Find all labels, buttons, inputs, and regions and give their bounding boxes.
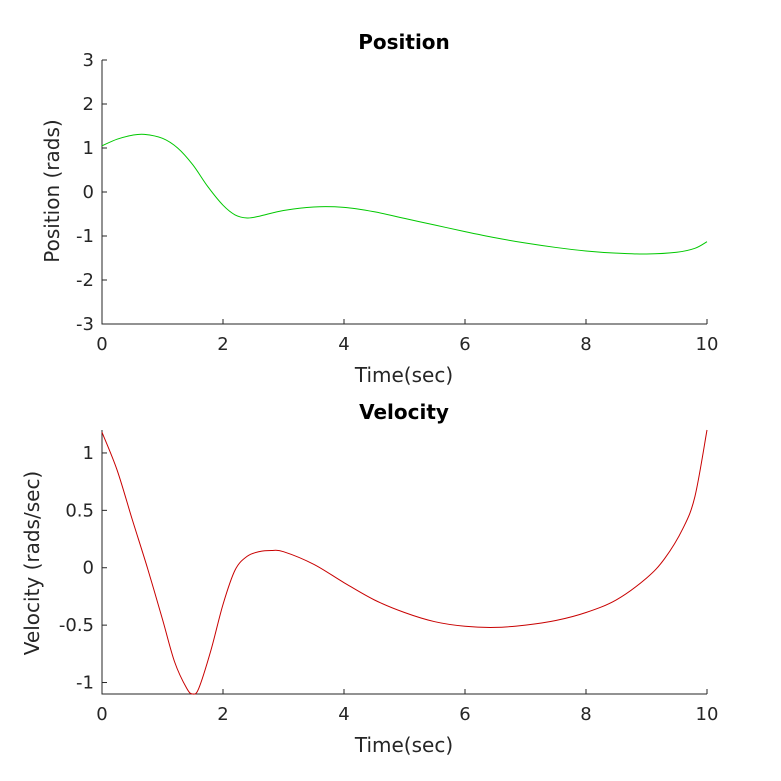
velocity-axes: [101, 430, 707, 695]
position-y-tick-label: -3: [76, 314, 94, 335]
position-x-tick-label: 0: [96, 334, 107, 355]
position-y-tick-label: 3: [83, 50, 94, 71]
position-y-tick-label: -1: [76, 226, 94, 247]
velocity-x-tick-label: 4: [338, 704, 349, 725]
velocity-x-label: Time(sec): [354, 733, 453, 757]
position-x-tick-label: 4: [338, 334, 349, 355]
velocity-y-tick-label: 0: [83, 558, 94, 579]
velocity-x-tick-label: 6: [459, 704, 470, 725]
position-title: Position: [358, 30, 450, 54]
velocity-y-tick-label: 0.5: [65, 500, 94, 521]
position-y-tick-label: -2: [76, 270, 94, 291]
position-x-tick-label: 8: [580, 334, 591, 355]
position-y-tick-label: 0: [83, 182, 94, 203]
velocity-series-line: [101, 429, 708, 695]
velocity-plot: Velocity 1 0.5 0 -0.5 -1 0 2 4 6 8 10 Time(sec) V…: [20, 400, 718, 757]
velocity-y-tick-label: -0.5: [59, 615, 94, 636]
velocity-y-tick-label: 1: [83, 443, 94, 464]
velocity-x-tick-label: 8: [580, 704, 591, 725]
position-x-tick-label: 10: [696, 334, 719, 355]
position-y-tick-label: 1: [83, 138, 94, 159]
velocity-x-tick-label: 2: [217, 704, 228, 725]
velocity-x-tick-label: 0: [96, 704, 107, 725]
velocity-x-tick-label: 10: [696, 704, 719, 725]
position-y-label: Position (rads): [40, 119, 64, 262]
position-y-ticks: 3 2 1 0 -1 -2 -3: [76, 50, 107, 335]
position-x-tick-label: 2: [217, 334, 228, 355]
position-y-tick-label: 2: [83, 94, 94, 115]
position-x-label: Time(sec): [354, 363, 453, 387]
velocity-y-ticks: 1 0.5 0 -0.5 -1: [59, 443, 107, 694]
velocity-x-ticks: 0 2 4 6 8 10: [96, 689, 718, 725]
position-axes: [101, 60, 707, 325]
velocity-y-label: Velocity (rads/sec): [20, 471, 44, 655]
velocity-title: Velocity: [359, 400, 449, 424]
velocity-y-tick-label: -1: [76, 673, 94, 694]
position-x-tick-label: 6: [459, 334, 470, 355]
position-series-line: [101, 133, 708, 255]
